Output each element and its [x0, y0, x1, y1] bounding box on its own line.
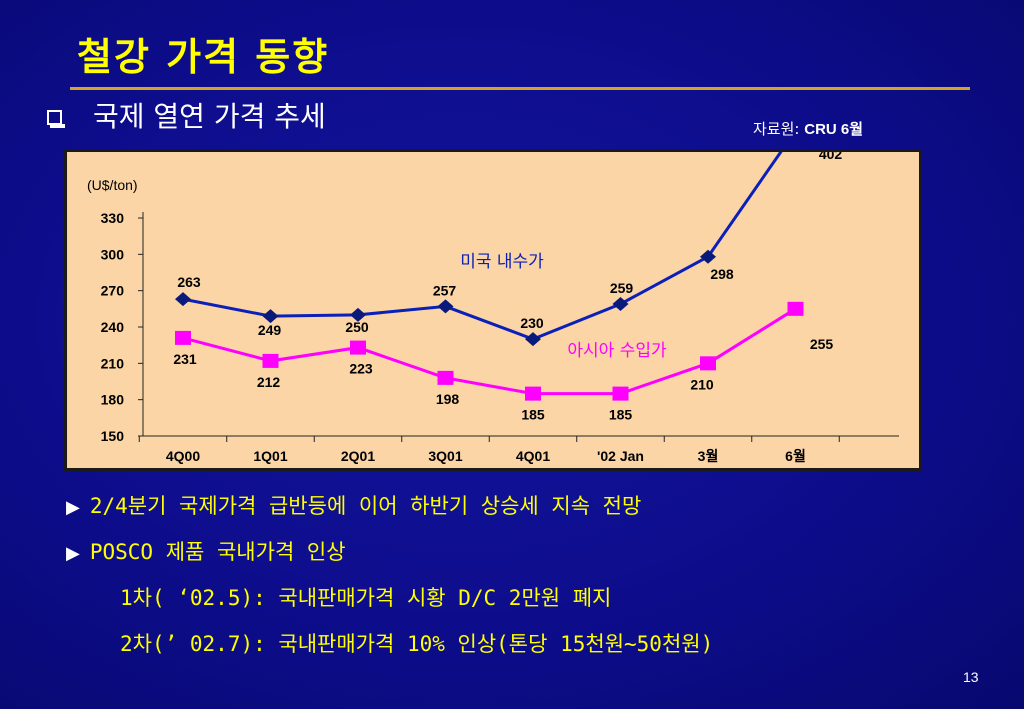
x-tick-label: 4Q01: [516, 448, 550, 464]
triangle-bullet-icon: ▶: [66, 543, 80, 564]
us-point-marker: [437, 299, 454, 314]
us-point-marker: [612, 296, 629, 311]
note-text: 2차(’ 02.7): 국내판매가격 10% 인상(톤당 15천원~50천원): [120, 632, 714, 656]
x-tick-label: 4Q00: [166, 448, 200, 464]
note-text: POSCO 제품 국내가격 인상: [89, 540, 346, 564]
chart-panel: 150 180 210 240 270 300 330 (U$/ton) 4Q00 1Q01 2Q0…: [64, 149, 922, 471]
title-divider: [70, 87, 970, 90]
us-data-label: 259: [610, 280, 634, 296]
asia-data-label: 185: [609, 407, 633, 423]
y-axis-unit-label: (U$/ton): [87, 177, 138, 193]
source-label: 자료원:: [753, 120, 800, 138]
asia-data-label: 185: [521, 407, 545, 423]
checkbox-bullet-icon: [47, 110, 65, 128]
x-tick-label: 3Q01: [428, 448, 462, 464]
series-line-asia: [182, 307, 797, 396]
y-tick-label: 300: [101, 246, 125, 262]
asia-data-label: 212: [257, 374, 281, 390]
x-tick-label: 3월: [698, 448, 719, 464]
y-tick-label: 180: [101, 392, 125, 408]
us-data-label: 257: [433, 282, 457, 298]
us-data-label: 298: [710, 266, 734, 282]
asia-point-marker: [262, 353, 279, 368]
us-point-marker: [262, 309, 279, 324]
x-tick-label: 1Q01: [253, 448, 287, 464]
y-tick-label: 210: [101, 355, 125, 371]
asia-point-marker: [787, 301, 804, 316]
series-line-us: [182, 152, 783, 341]
us-point-marker: [350, 307, 366, 322]
us-data-label: 230: [520, 315, 544, 331]
us-point-marker: [525, 332, 541, 347]
us-series-name: 미국 내수가: [460, 252, 544, 272]
asia-data-label: 210: [690, 376, 714, 392]
us-data-label: 249: [258, 322, 282, 338]
asia-data-label: 255: [810, 336, 834, 352]
us-point-marker: [700, 249, 716, 264]
note-text: 1차( ‘02.5): 국내판매가격 시황 D/C 2만원 폐지: [120, 586, 612, 610]
page-number: 13: [963, 669, 979, 685]
line-chart: 150 180 210 240 270 300 330 (U$/ton) 4Q00 1Q01 2Q0…: [87, 152, 899, 464]
note-text: 2/4분기 국제가격 급반등에 이어 하반기 상승세 지속 전망: [89, 494, 642, 518]
y-tick-label: 240: [101, 319, 125, 335]
x-tick-label: 2Q01: [341, 448, 375, 464]
x-tick-label: '02 Jan: [597, 448, 644, 464]
note-subitem: 2차(’ 02.7): 국내판매가격 10% 인상(톤당 15천원~50천원): [120, 630, 713, 658]
y-tick-label: 330: [101, 210, 125, 226]
y-tick-label: 270: [101, 283, 125, 299]
source-value: CRU 6월: [804, 121, 864, 138]
us-data-label: 250: [345, 319, 369, 335]
asia-data-label: 223: [349, 361, 373, 377]
us-data-label: 263: [177, 274, 201, 290]
note-subitem: 1차( ‘02.5): 국내판매가격 시황 D/C 2만원 폐지: [120, 584, 611, 612]
asia-point-marker: [350, 340, 366, 355]
asia-series-name: 아시아 수입가: [567, 341, 667, 361]
asia-point-marker: [700, 356, 716, 371]
us-data-label: 402: [819, 152, 843, 162]
asia-point-marker: [525, 386, 541, 401]
slide-title: 철강 가격 동향: [77, 35, 330, 79]
us-point-marker: [175, 292, 191, 307]
asia-data-label: 198: [436, 391, 460, 407]
asia-point-marker: [437, 370, 454, 385]
asia-point-marker: [612, 386, 629, 401]
x-tick-label: 6월: [785, 448, 806, 464]
y-tick-label: 150: [101, 428, 125, 444]
note-item: ▶ 2/4분기 국제가격 급반등에 이어 하반기 상승세 지속 전망: [66, 492, 641, 522]
chart-section-title: 국제 열연 가격 추세: [93, 100, 326, 133]
asia-point-marker: [175, 330, 191, 345]
source-note: 자료원: CRU 6월: [753, 118, 863, 139]
asia-data-label: 231: [173, 351, 197, 367]
note-item: ▶ POSCO 제품 국내가격 인상: [66, 538, 346, 568]
triangle-bullet-icon: ▶: [66, 497, 80, 518]
